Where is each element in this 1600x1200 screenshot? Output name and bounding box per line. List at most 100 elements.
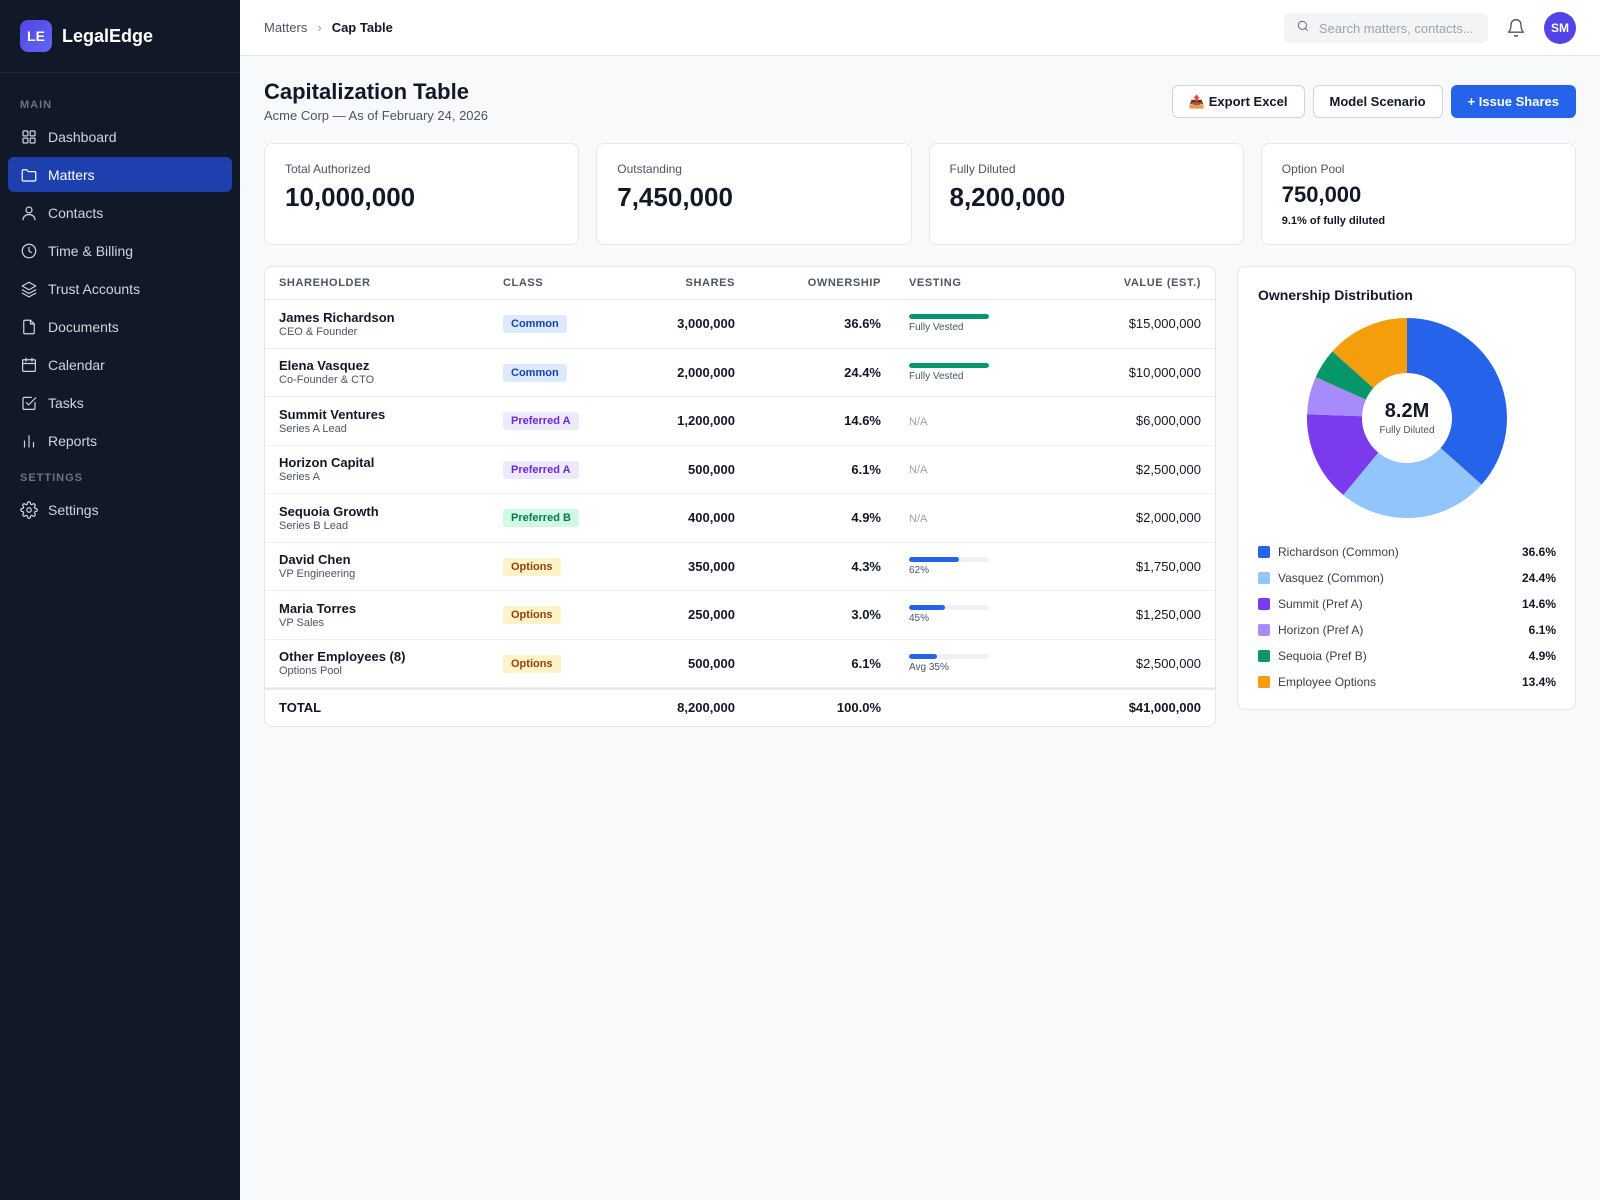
shareholder-name[interactable]: Other Employees (8) (279, 649, 406, 665)
shareholder-name[interactable]: David Chen (279, 552, 351, 568)
export-excel-button[interactable]: 📤 Export Excel (1171, 85, 1305, 118)
donut-slice-vasquez-common[interactable] (1343, 447, 1482, 518)
legend-swatch (1258, 598, 1270, 610)
breadcrumb-matters[interactable]: Matters (264, 20, 308, 35)
class-cell: Options (489, 557, 629, 576)
col-shares[interactable]: SHARES (685, 277, 735, 289)
shareholder-name[interactable]: Summit Ventures (279, 406, 386, 422)
shareholder-cell: Maria Torres VP Sales (265, 601, 489, 629)
page-title: Capitalization Table (264, 79, 469, 104)
class-cell: Preferred B (489, 508, 629, 528)
donut-slice-horizon-pref-a[interactable] (1307, 377, 1366, 417)
legend-label: Summit (Pref A) (1278, 597, 1363, 611)
shareholder-role: VP Engineering (279, 568, 356, 581)
col-vesting[interactable]: VESTING (909, 277, 962, 289)
legend-item[interactable]: Vasquez (Common) 24.4% (1258, 565, 1556, 591)
table-body: James Richardson CEO & Founder Common 3,000… (265, 300, 1215, 688)
file-icon (20, 318, 38, 336)
table-row[interactable]: Elena Vasquez Co-Founder & CTO Common 2,000… (265, 349, 1215, 397)
sidebar-item-documents[interactable]: Documents (8, 309, 232, 344)
sidebar-item-reports[interactable]: Reports (8, 423, 232, 458)
col-shareholder[interactable]: SHAREHOLDER (279, 277, 371, 289)
header-actions: 📤 Export Excel Model Scenario + Issue Sha… (1171, 85, 1576, 118)
legend-item[interactable]: Horizon (Pref A) 6.1% (1258, 617, 1556, 643)
brand: LE LegalEdge (0, 0, 240, 73)
sidebar-item-contacts[interactable]: Contacts (8, 195, 232, 230)
shareholder-cell: David Chen VP Engineering (265, 552, 489, 580)
shareholder-role: Co-Founder & CTO (279, 374, 375, 387)
brand-name[interactable]: LegalEdge (62, 25, 154, 46)
shareholder-name[interactable]: Horizon Capital (279, 455, 375, 471)
vesting-label: 45% (909, 613, 930, 625)
shareholder-role: VP Sales (279, 616, 325, 629)
model-scenario-button[interactable]: Model Scenario (1312, 85, 1443, 118)
sidebar-item-tasks[interactable]: Tasks (8, 385, 232, 420)
stat-value: 750,000 (1281, 182, 1362, 207)
sidebar-item-matters[interactable]: Matters (8, 157, 232, 192)
value-cell: $15,000,000 (1128, 316, 1201, 332)
legend-value: 36.6% (1521, 545, 1556, 559)
shareholder-name[interactable]: Maria Torres (279, 600, 357, 616)
stat-label: Fully Diluted (949, 162, 1016, 176)
vesting-label: Fully Vested (909, 322, 964, 334)
sidebar-item-time-billing[interactable]: Time & Billing (8, 233, 232, 268)
vesting-progress-bar (909, 605, 989, 611)
sidebar-item-settings[interactable]: Settings (8, 492, 232, 527)
donut-slice-employee-options[interactable] (1332, 318, 1407, 389)
table-row[interactable]: Sequoia Growth Series B Lead Preferred B 40… (265, 494, 1215, 543)
legend-item[interactable]: Employee Options 13.4% (1258, 669, 1556, 695)
shares-cell: 1,200,000 (677, 413, 735, 429)
vesting-cell: 45% (895, 605, 1045, 624)
total-ownership: 100.0% (836, 699, 881, 715)
col-value[interactable]: VALUE (EST.) (1123, 277, 1201, 289)
sidebar-item-trust-accounts[interactable]: Trust Accounts (8, 271, 232, 306)
sidebar-item-label: Time & Billing (48, 242, 134, 259)
avatar[interactable]: SM (1544, 12, 1576, 44)
donut-slice-summit-pref-a[interactable] (1307, 414, 1379, 496)
issue-shares-button[interactable]: + Issue Shares (1450, 85, 1576, 118)
shareholder-cell: Elena Vasquez Co-Founder & CTO (265, 358, 489, 386)
topbar: Matters › Cap Table SM (240, 0, 1600, 56)
stat-cards: Total Authorized 10,000,000 Outstanding … (264, 143, 1576, 245)
shareholder-name[interactable]: James Richardson (279, 309, 395, 325)
shares-cell: 3,000,000 (677, 316, 735, 332)
donut-center-label: Fully Diluted (1379, 425, 1434, 436)
bar-chart-icon (20, 432, 38, 450)
ownership-cell: 6.1% (851, 655, 881, 671)
bell-icon[interactable] (1506, 18, 1526, 38)
legend-swatch (1258, 676, 1270, 688)
main-nav: Dashboard Matters Contacts Time & Billing Tr… (0, 119, 240, 458)
shareholder-cell: Horizon Capital Series A (265, 455, 489, 483)
stat-fully-diluted: Fully Diluted 8,200,000 (928, 143, 1244, 245)
donut-slice-sequoia-pref-b[interactable] (1315, 351, 1374, 400)
sidebar-item-dashboard[interactable]: Dashboard (8, 119, 232, 154)
share-class-badge: Preferred B (503, 509, 579, 528)
shareholder-name[interactable]: Sequoia Growth (279, 503, 379, 519)
value-cell: $1,750,000 (1135, 558, 1201, 574)
legend-item[interactable]: Richardson (Common) 36.6% (1258, 539, 1556, 565)
search-input[interactable] (1319, 20, 1479, 36)
shareholder-role: Series A (279, 471, 320, 484)
table-row[interactable]: Summit Ventures Series A Lead Preferred A 1… (265, 397, 1215, 446)
grid-icon (20, 128, 38, 146)
table-row[interactable]: David Chen VP Engineering Options 350,000 4.… (265, 543, 1215, 591)
brand-logo[interactable]: LE (20, 20, 52, 52)
table-row[interactable]: Horizon Capital Series A Preferred A 500,00… (265, 446, 1215, 494)
search-icon (1296, 19, 1319, 38)
table-row[interactable]: James Richardson CEO & Founder Common 3,000… (265, 300, 1215, 349)
legend-item[interactable]: Sequoia (Pref B) 4.9% (1258, 643, 1556, 669)
shareholder-name[interactable]: Elena Vasquez (279, 358, 370, 374)
value-cell: $2,500,000 (1135, 461, 1201, 477)
value-cell: $1,250,000 (1135, 607, 1201, 623)
table-row[interactable]: Maria Torres VP Sales Options 250,000 3.0% 45… (265, 591, 1215, 640)
sidebar-item-calendar[interactable]: Calendar (8, 347, 232, 382)
donut-slice-richardson-common[interactable] (1407, 318, 1507, 485)
col-class[interactable]: CLASS (503, 277, 544, 289)
search-box[interactable] (1284, 13, 1488, 43)
ownership-cell: 4.3% (851, 558, 881, 574)
table-row[interactable]: Other Employees (8) Options Pool Options 50… (265, 640, 1215, 688)
sidebar-item-label: Dashboard (48, 128, 117, 145)
legend-item[interactable]: Summit (Pref A) 14.6% (1258, 591, 1556, 617)
ownership-cell: 3.0% (851, 607, 881, 623)
col-ownership[interactable]: OWNERSHIP (807, 277, 881, 289)
